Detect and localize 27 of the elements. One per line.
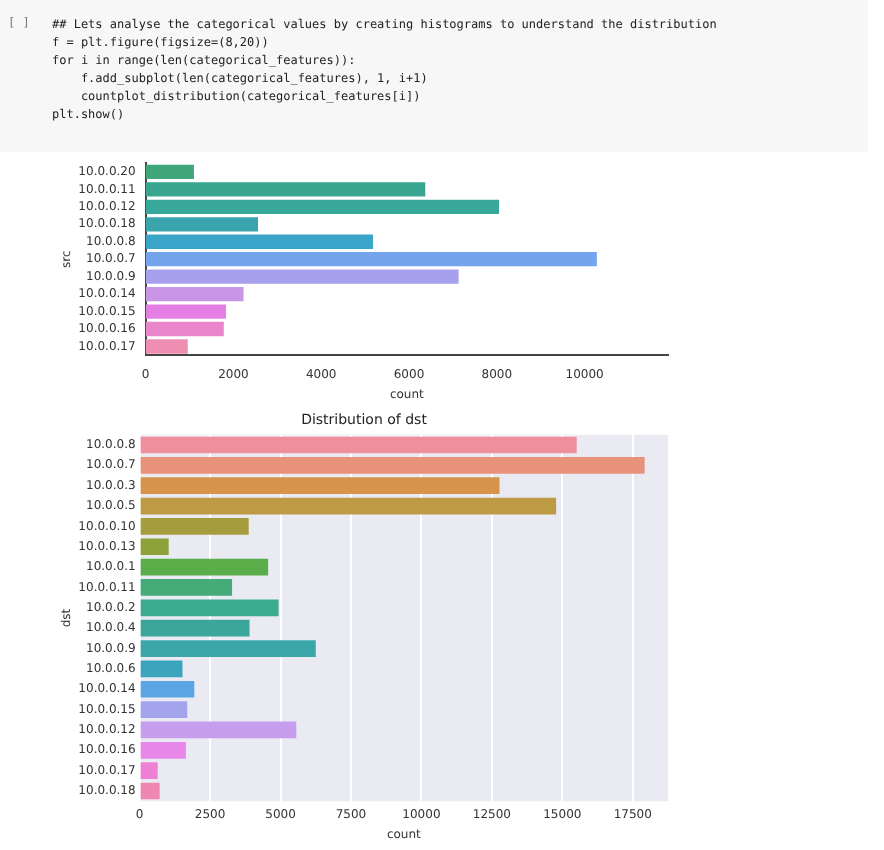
bar <box>140 456 645 474</box>
bar <box>140 640 316 657</box>
bar <box>140 436 577 454</box>
bar <box>140 518 249 535</box>
bar <box>145 304 226 319</box>
bar <box>145 321 224 337</box>
bar <box>140 599 279 617</box>
bar <box>140 762 158 780</box>
bar <box>145 269 459 284</box>
bar <box>140 741 186 759</box>
bar <box>145 286 244 302</box>
bar <box>140 497 557 515</box>
bar <box>140 477 500 495</box>
bar <box>140 782 160 800</box>
bar <box>140 579 233 596</box>
bar <box>140 558 269 576</box>
bar <box>140 680 195 698</box>
bar <box>140 538 169 556</box>
bar <box>145 252 597 267</box>
bar <box>145 234 374 249</box>
bar <box>140 660 183 678</box>
bar <box>145 217 259 232</box>
bar <box>145 164 194 180</box>
bar <box>145 339 188 354</box>
bar <box>140 721 297 739</box>
bar <box>140 701 188 718</box>
bar <box>140 619 250 637</box>
